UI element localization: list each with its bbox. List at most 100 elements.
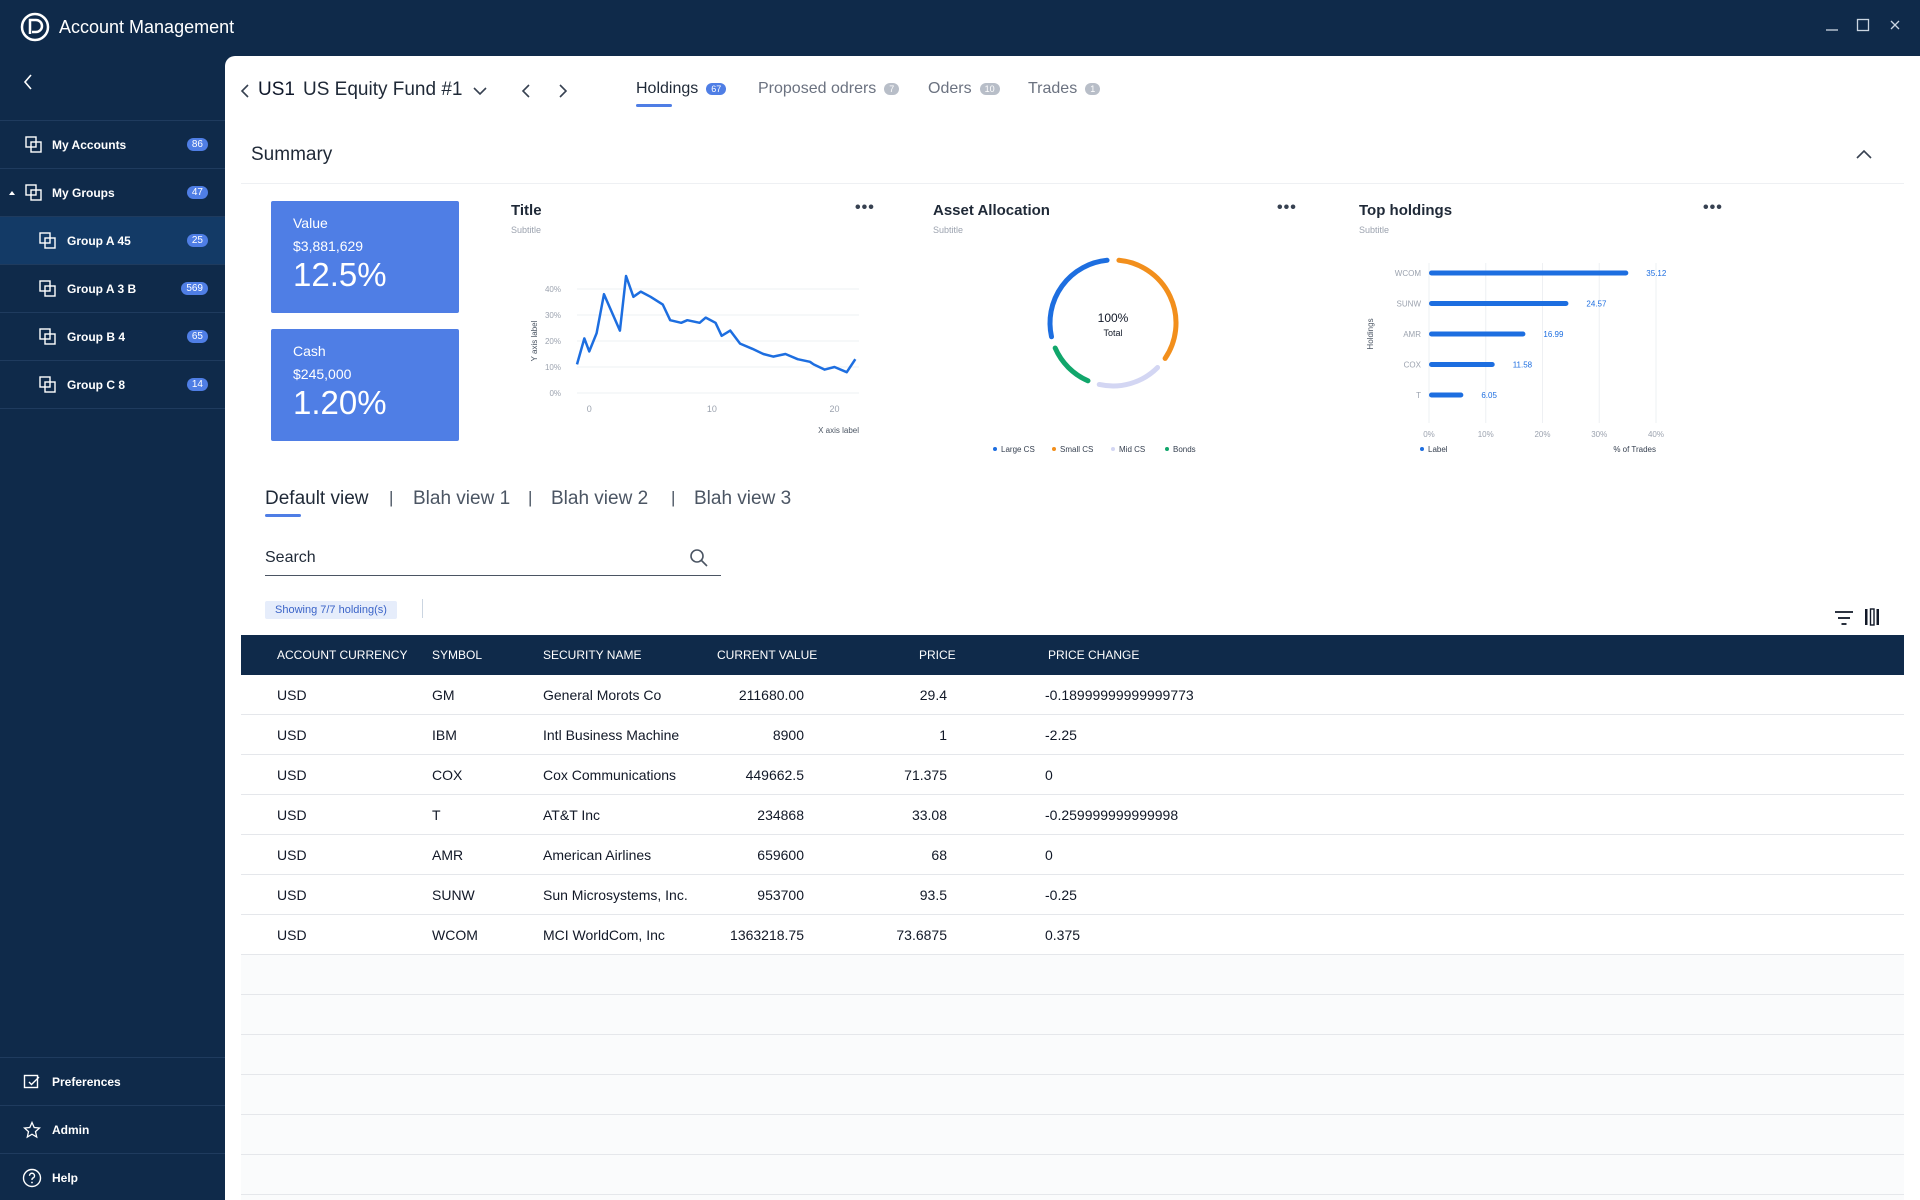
search-input[interactable] <box>265 546 665 570</box>
view-tab-default[interactable]: Default view <box>265 488 369 509</box>
cell-price: 33.08 <box>911 807 947 823</box>
more-options-icon[interactable]: ••• <box>1703 199 1723 216</box>
filter-icon[interactable] <box>1834 610 1854 626</box>
table-row[interactable]: USD WCOM MCI WorldCom, Inc 1363218.75 73.687… <box>241 915 1904 955</box>
cell-current-value: 8900 <box>772 727 804 743</box>
chevron-right-icon[interactable] <box>554 83 570 99</box>
bar-t <box>1429 392 1464 398</box>
count-badge: 47 <box>186 186 208 199</box>
column-header-symbol[interactable]: SYMBOL <box>432 648 483 662</box>
tab-label: Oders <box>928 80 972 97</box>
active-view-indicator <box>265 514 301 517</box>
table-row[interactable]: USD COX Cox Communications 449662.5 71.375 0 <box>241 755 1904 795</box>
cell-security-name: Sun Microsystems, Inc. <box>543 887 688 903</box>
preferences-icon <box>23 1074 40 1088</box>
view-tab-blah-3[interactable]: Blah view 3 <box>694 488 792 509</box>
y-tick-label: WCOM <box>1395 269 1422 278</box>
sidebar-item-help[interactable]: Help <box>0 1154 225 1200</box>
top-nav: US1 US Equity Fund #1 Holdings 67 Propos… <box>225 56 1920 116</box>
tab-holdings[interactable]: Holdings 67 <box>636 80 727 98</box>
more-options-icon[interactable]: ••• <box>855 199 875 216</box>
cell-current-value: 1363218.75 <box>730 927 804 943</box>
cell-price: 71.375 <box>904 767 947 783</box>
cell-currency: USD <box>277 687 307 703</box>
divider <box>0 264 225 265</box>
sidebar-item-label: Admin <box>52 1122 90 1137</box>
cell-symbol: GM <box>432 687 455 703</box>
chevron-left-icon[interactable] <box>18 72 38 92</box>
kpi-amount: $3,881,629 <box>293 238 364 254</box>
chevron-down-icon[interactable] <box>472 83 488 99</box>
fund-name[interactable]: US Equity Fund #1 <box>303 79 463 100</box>
cell-currency: USD <box>277 847 307 863</box>
chevron-left-icon[interactable] <box>238 83 254 99</box>
sidebar-item-label: Preferences <box>52 1074 121 1089</box>
sidebar-item-group-a-3-b[interactable]: Group A 3 B 569 <box>0 265 225 312</box>
chevron-left-icon[interactable] <box>519 83 535 99</box>
sidebar: My Accounts 86 My Groups 47 Group A 45 2… <box>0 56 225 1200</box>
cell-price-change: -0.259999999999998 <box>1045 807 1179 823</box>
table-row[interactable]: USD T AT&T Inc 234868 33.08 -0.25999999999999… <box>241 795 1904 835</box>
caret-up-icon[interactable] <box>9 190 15 195</box>
x-axis-label: % of Trades <box>1613 445 1656 454</box>
sidebar-item-group-c-8[interactable]: Group C 8 14 <box>0 361 225 408</box>
sidebar-item-group-a-45[interactable]: Group A 45 25 <box>0 217 225 264</box>
summary-title: Summary <box>251 144 333 165</box>
donut-chart-card: 100% Total Large CS Small CS Mid CS Bonds Ass… <box>933 193 1303 463</box>
cell-currency: USD <box>277 727 307 743</box>
tab-orders[interactable]: Oders 10 <box>928 80 1000 98</box>
table-row[interactable]: USD GM General Morots Co 211680.00 29.4 -0.18… <box>241 675 1904 715</box>
table-row[interactable]: USD AMR American Airlines 659600 68 0 <box>241 835 1904 875</box>
sidebar-item-preferences[interactable]: Preferences <box>0 1058 225 1105</box>
cell-security-name: Intl Business Machine <box>543 727 680 743</box>
view-tab-blah-1[interactable]: Blah view 1 <box>413 488 511 509</box>
legend-label: Bonds <box>1173 445 1196 454</box>
tab-proposed-orders[interactable]: Proposed odrers 7 <box>758 80 900 98</box>
x-tick-label: 0 <box>587 404 592 414</box>
table-row[interactable]: USD SUNW Sun Microsystems, Inc. 953700 93.5 -… <box>241 875 1904 915</box>
content-area: Summary Value $3,881,629 12.5% Cash $245… <box>241 123 1904 1200</box>
view-separator: | <box>671 488 676 507</box>
column-header-security-name[interactable]: SECURITY NAME <box>543 648 642 662</box>
divider <box>0 216 225 217</box>
app-logo-icon <box>20 12 50 42</box>
table-row[interactable]: USD IBM Intl Business Machine 8900 1 -2.25 <box>241 715 1904 755</box>
sidebar-item-label: Group C 8 <box>67 377 126 392</box>
sidebar-item-group-b-4[interactable]: Group B 4 65 <box>0 313 225 360</box>
close-icon[interactable] <box>1884 14 1906 36</box>
maximize-icon[interactable] <box>1852 14 1874 36</box>
y-tick-label: 20% <box>545 337 561 346</box>
cell-price: 93.5 <box>919 887 947 903</box>
minimize-icon[interactable] <box>1821 14 1843 36</box>
y-tick-label: 30% <box>545 311 561 320</box>
column-header-price-change[interactable]: PRICE CHANGE <box>1048 648 1140 662</box>
column-header-account-currency[interactable]: ACCOUNT CURRENCY <box>277 648 408 662</box>
view-tab-blah-2[interactable]: Blah view 2 <box>551 488 649 509</box>
chevron-up-icon[interactable] <box>1854 145 1874 165</box>
sidebar-item-label: Group A 3 B <box>67 281 137 296</box>
cell-current-value: 449662.5 <box>745 767 804 783</box>
y-tick-label: COX <box>1404 361 1422 370</box>
search-icon[interactable] <box>689 548 709 568</box>
column-header-price[interactable]: PRICE <box>919 648 956 662</box>
cell-current-value: 211680.00 <box>738 687 804 703</box>
cell-symbol: T <box>432 807 441 823</box>
columns-icon[interactable] <box>1864 608 1880 626</box>
sidebar-item-my-groups[interactable]: My Groups 47 <box>0 169 225 216</box>
legend-dot <box>1052 447 1056 451</box>
sidebar-item-my-accounts[interactable]: My Accounts 86 <box>0 121 225 168</box>
more-options-icon[interactable]: ••• <box>1277 199 1297 216</box>
y-axis-label: Holdings <box>1366 318 1375 349</box>
donut-slice-mid-cs <box>1096 365 1161 389</box>
cell-security-name: American Airlines <box>543 847 652 863</box>
tab-label: Holdings <box>636 80 699 97</box>
column-header-current-value[interactable]: CURRENT VALUE <box>717 648 818 662</box>
bar-chart-card: 0% 10% 20% 30% 40% WCOM 35.12 SUNW 24.57 AMR 16.99… <box>1359 193 1729 463</box>
donut-slice-bonds <box>1052 345 1091 384</box>
divider <box>0 312 225 313</box>
tab-trades[interactable]: Trades 1 <box>1028 80 1101 98</box>
bar-cox <box>1429 362 1495 367</box>
sidebar-item-admin[interactable]: Admin <box>0 1106 225 1153</box>
cell-current-value: 234868 <box>757 807 804 823</box>
donut-slice-large-cs <box>1047 257 1110 340</box>
